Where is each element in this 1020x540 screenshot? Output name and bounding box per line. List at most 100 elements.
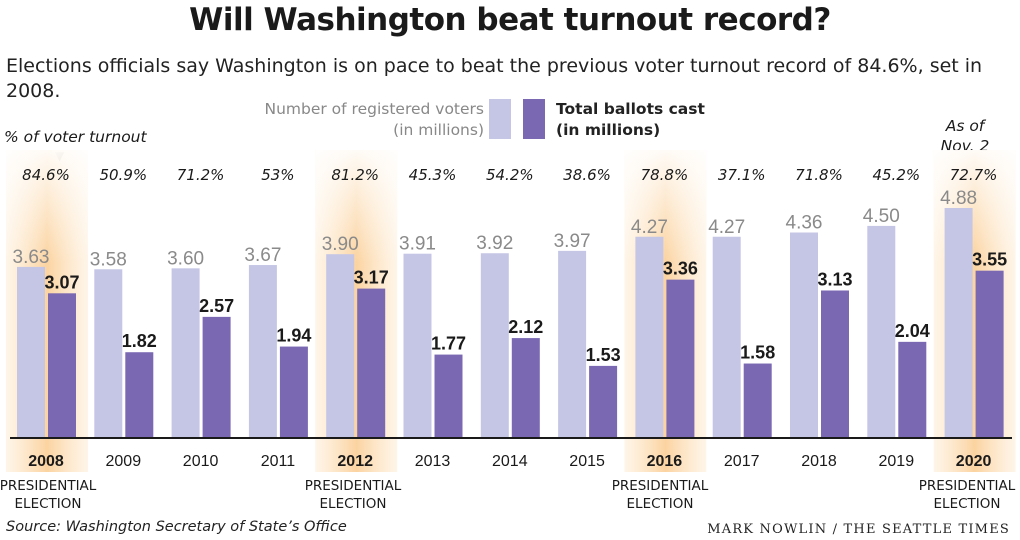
- ballots-value-label-2016: 3.36: [663, 259, 698, 279]
- year-tick-label-2011: 2011: [261, 453, 296, 470]
- registered-bar-2010: [171, 268, 200, 438]
- registered-value-label-2016: 4.27: [631, 217, 668, 238]
- registered-bar-2012: [326, 254, 355, 438]
- turnout-value-2016: 78.8%: [641, 166, 689, 184]
- presidential-label-line1-2020: PRESIDENTIAL: [919, 478, 1016, 494]
- ballots-bar-2017: [743, 363, 772, 438]
- legend-ballots-line2: (in millions): [556, 121, 661, 139]
- registered-bar-2019: [867, 225, 896, 438]
- presidential-label-line1-2008: PRESIDENTIAL: [0, 478, 97, 494]
- registered-value-label-2012: 3.90: [322, 234, 359, 255]
- registered-bar-2020: [944, 208, 973, 438]
- registered-value-label-2009: 3.58: [90, 249, 127, 270]
- turnout-value-2018: 71.8%: [795, 166, 843, 184]
- year-tick-label-2015: 2015: [569, 453, 605, 470]
- ballots-bar-2009: [125, 352, 154, 438]
- presidential-label-line2-2012: ELECTION: [320, 496, 387, 512]
- ballots-value-label-2018: 3.13: [817, 269, 852, 289]
- registered-bar-2013: [403, 253, 432, 438]
- ballots-value-label-2019: 2.04: [895, 321, 930, 341]
- ballots-value-label-2010: 2.57: [199, 296, 234, 316]
- year-tick-label-2013: 2013: [415, 453, 451, 470]
- ballots-value-label-2009: 1.82: [122, 331, 157, 351]
- ballots-value-label-2015: 1.53: [586, 345, 621, 365]
- ballots-bar-2008: [48, 293, 76, 438]
- presidential-label-line2-2020: ELECTION: [934, 496, 1001, 512]
- bar-chart: 3.63 3.07 84.6% 2008 3.58 1.82 50.9% 2009 3.60 2.…: [0, 150, 1016, 512]
- year-tick-label-2008: 2008: [28, 453, 64, 470]
- registered-value-label-2013: 3.91: [399, 234, 436, 255]
- chart-title: Will Washington beat turnout record?: [189, 2, 831, 38]
- year-tick-label-2016: 2016: [647, 453, 683, 470]
- ballots-value-label-2017: 1.58: [740, 343, 775, 363]
- turnout-axis-label: % of voter turnout: [4, 128, 147, 146]
- source-note: Source: Washington Secretary of State’s …: [6, 519, 347, 535]
- ballots-value-label-2020: 3.55: [972, 250, 1007, 270]
- presidential-label-line2-2008: ELECTION: [15, 496, 82, 512]
- turnout-value-2017: 37.1%: [718, 166, 766, 184]
- legend-ballots-label: Total ballots cast (in millions): [556, 99, 756, 141]
- year-tick-label-2019: 2019: [879, 453, 915, 470]
- turnout-value-2011: 53%: [261, 166, 294, 184]
- ballots-bar-2015: [589, 365, 618, 438]
- registered-value-label-2019: 4.50: [863, 206, 900, 227]
- ballots-value-label-2008: 3.07: [44, 272, 79, 292]
- turnout-value-2015: 38.6%: [563, 166, 611, 184]
- legend-ballots-swatch: [523, 99, 545, 139]
- turnout-value-2013: 45.3%: [409, 166, 457, 184]
- legend-registered-label: Number of registered voters (in millions…: [224, 99, 484, 141]
- legend-registered-swatch: [489, 99, 511, 139]
- credit-line: MARK NOWLIN / THE SEATTLE TIMES: [707, 522, 1010, 537]
- turnout-value-2019: 45.2%: [872, 166, 920, 184]
- ballots-bar-2010: [202, 316, 231, 438]
- year-tick-label-2012: 2012: [337, 453, 373, 470]
- registered-value-label-2014: 3.92: [476, 233, 513, 254]
- turnout-value-2020: 72.7%: [950, 166, 998, 184]
- year-tick-label-2009: 2009: [106, 453, 142, 470]
- registered-value-label-2020: 4.88: [940, 188, 977, 209]
- year-tick-label-2010: 2010: [183, 453, 219, 470]
- ballots-bar-2020: [975, 270, 1004, 438]
- presidential-label-line1-2012: PRESIDENTIAL: [305, 478, 402, 494]
- turnout-value-2012: 81.2%: [331, 166, 379, 184]
- registered-bar-2017: [712, 236, 741, 438]
- registered-bar-2008: [17, 266, 45, 438]
- ballots-bar-2011: [279, 346, 308, 438]
- registered-bar-2011: [248, 265, 277, 438]
- ballots-bar-2014: [511, 338, 540, 438]
- registered-value-label-2008: 3.63: [13, 247, 50, 268]
- ballots-bar-2018: [821, 290, 849, 438]
- registered-bar-2015: [558, 250, 587, 438]
- registered-value-label-2015: 3.97: [554, 231, 591, 252]
- ballots-bar-2016: [666, 279, 695, 438]
- turnout-value-2008: 84.6%: [22, 166, 70, 184]
- presidential-label-line2-2016: ELECTION: [627, 496, 694, 512]
- registered-value-label-2011: 3.67: [244, 245, 281, 266]
- ballots-bar-2019: [898, 341, 927, 438]
- year-tick-label-2014: 2014: [492, 453, 528, 470]
- registered-value-label-2017: 4.27: [708, 217, 745, 238]
- registered-bar-2018: [790, 232, 818, 438]
- legend-registered-line2: (in millions): [393, 121, 484, 139]
- year-tick-label-2017: 2017: [724, 453, 760, 470]
- ballots-value-label-2014: 2.12: [508, 317, 543, 337]
- year-tick-label-2018: 2018: [801, 453, 837, 470]
- ballots-value-label-2011: 1.94: [276, 326, 311, 346]
- ballots-value-label-2013: 1.77: [431, 334, 466, 354]
- registered-bar-2014: [480, 253, 509, 438]
- year-tick-label-2020: 2020: [956, 453, 992, 470]
- legend-ballots-line1: Total ballots cast: [556, 100, 705, 118]
- as-of-line1: As of: [945, 117, 985, 135]
- registered-bar-2016: [635, 236, 664, 438]
- chart-subtitle: Elections officials say Washington is on…: [6, 55, 983, 102]
- turnout-value-2009: 50.9%: [99, 166, 147, 184]
- registered-value-label-2010: 3.60: [167, 248, 204, 269]
- ballots-bar-2012: [357, 288, 386, 438]
- turnout-value-2014: 54.2%: [486, 166, 534, 184]
- ballots-bar-2013: [434, 354, 463, 438]
- presidential-label-line1-2016: PRESIDENTIAL: [612, 478, 709, 494]
- ballots-value-label-2012: 3.17: [354, 268, 389, 288]
- turnout-value-2010: 71.2%: [177, 166, 225, 184]
- registered-bar-2009: [94, 269, 123, 438]
- registered-value-label-2018: 4.36: [786, 213, 823, 234]
